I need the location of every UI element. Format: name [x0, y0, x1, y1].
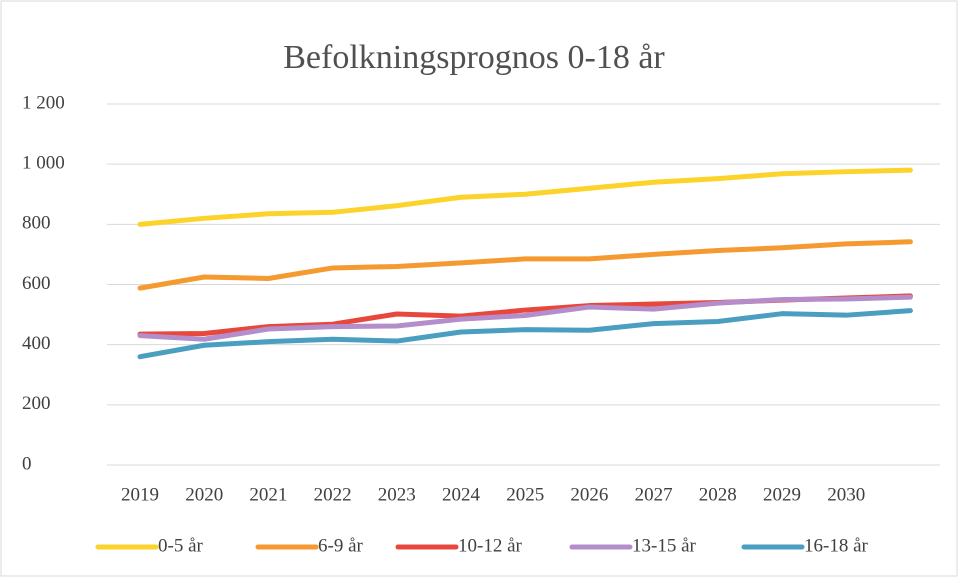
- x-tick-label: 2023: [378, 484, 416, 505]
- legend-label: 16-18 år: [804, 535, 869, 556]
- legend-label: 10-12 år: [458, 535, 523, 556]
- series-line: [137, 294, 913, 342]
- y-tick-label: 600: [22, 273, 51, 294]
- x-tick-label: 2027: [635, 484, 673, 505]
- y-tick-label: 400: [22, 333, 51, 354]
- series-line: [137, 239, 913, 291]
- x-tick-label: 2022: [314, 484, 352, 505]
- series-line: [137, 308, 913, 360]
- y-tick-label: 800: [22, 213, 51, 234]
- y-tick-label: 200: [22, 393, 51, 414]
- legend-label: 0-5 år: [158, 535, 204, 556]
- x-tick-label: 2029: [763, 484, 801, 505]
- y-tick-label: 0: [22, 453, 32, 474]
- series-line: [137, 167, 913, 227]
- x-tick-label: 2021: [249, 484, 287, 505]
- legend-label: 6-9 år: [318, 535, 364, 556]
- x-tick-label: 2026: [570, 484, 608, 505]
- x-tick-label: 2028: [699, 484, 737, 505]
- y-tick-label: 1 000: [22, 153, 65, 174]
- x-tick-label: 2020: [185, 484, 223, 505]
- y-tick-label: 1 200: [22, 92, 65, 113]
- legend-label: 13-15 år: [632, 535, 697, 556]
- x-tick-label: 2019: [121, 484, 159, 505]
- x-tick-label: 2024: [442, 484, 481, 505]
- x-tick-label: 2030: [827, 484, 865, 505]
- chart-title: Befolkningsprognos 0-18 år: [283, 39, 665, 76]
- x-tick-label: 2025: [506, 484, 544, 505]
